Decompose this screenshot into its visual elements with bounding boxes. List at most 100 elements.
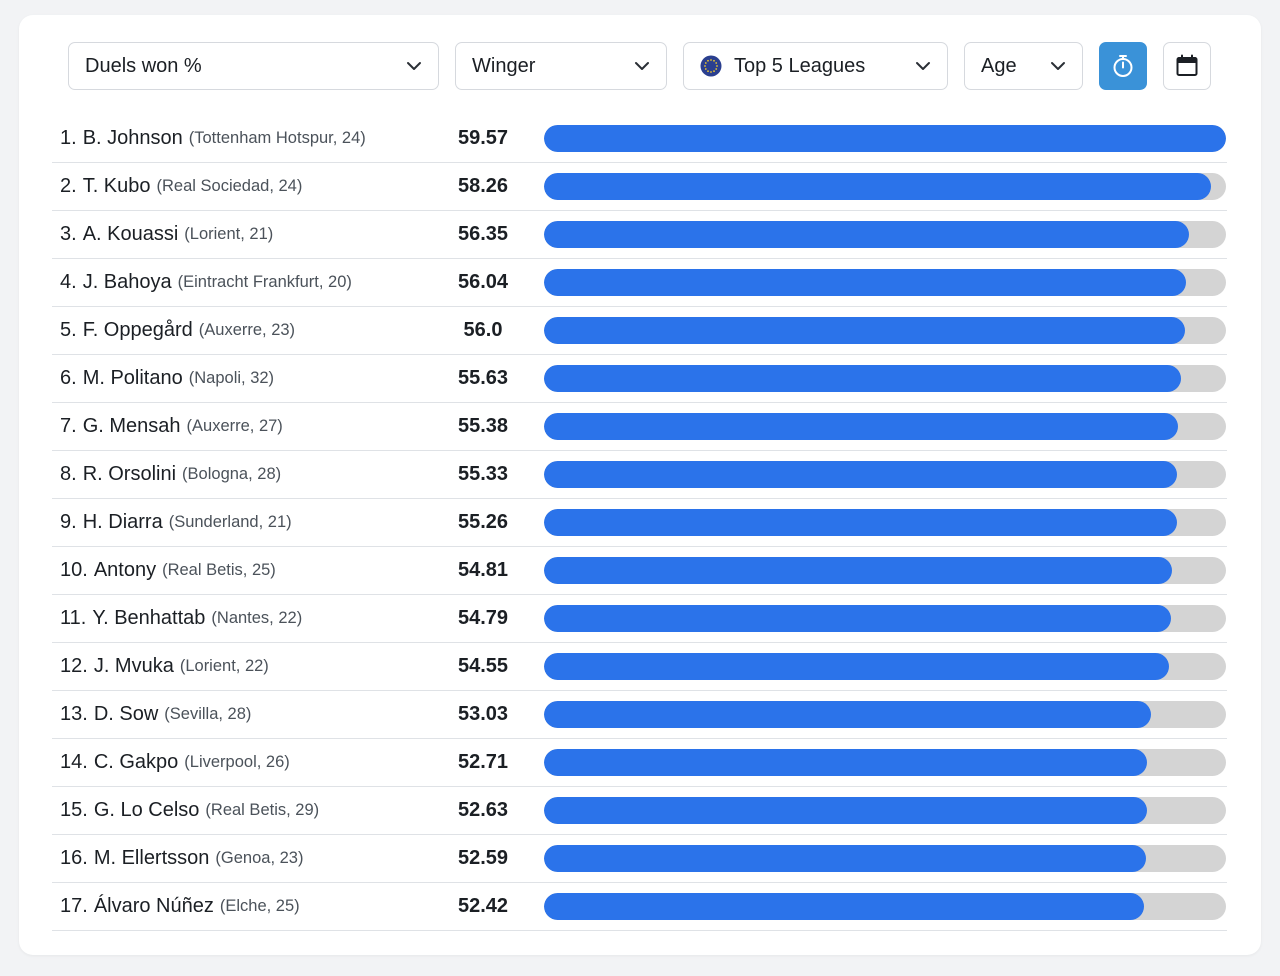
data-label: 54.81 <box>457 559 509 581</box>
player-club-age: (Napoli, 32) <box>188 369 275 387</box>
stopwatch-icon <box>1112 54 1134 78</box>
player-rank: 11. <box>60 607 87 629</box>
metric-dropdown-label: Duels won % <box>85 54 202 77</box>
bar-track <box>544 893 1226 920</box>
bar-track <box>544 557 1226 584</box>
player-rank: 9. <box>60 511 77 533</box>
player-club-age: (Elche, 25) <box>219 897 300 915</box>
player-rank: 16. <box>60 847 88 869</box>
player-label: 13. D. Sow (Sevilla, 28) <box>60 691 251 738</box>
player-rank: 7. <box>60 415 77 437</box>
bar <box>544 413 1179 440</box>
data-label: 54.55 <box>457 655 509 677</box>
player-club-age: (Eintracht Frankfurt, 20) <box>177 273 352 291</box>
table-row: 7. G. Mensah (Auxerre, 27) 55.38 <box>52 403 1227 451</box>
table-row: 12. J. Mvuka (Lorient, 22) 54.55 <box>52 643 1227 691</box>
bar-track <box>544 125 1226 152</box>
player-club-age: (Real Betis, 25) <box>162 561 276 579</box>
data-label: 52.63 <box>457 799 509 821</box>
player-club-age: (Lorient, 22) <box>179 657 269 675</box>
metric-dropdown[interactable]: Duels won % <box>68 42 439 90</box>
data-label: 52.59 <box>457 847 509 869</box>
player-club-age: (Tottenham Hotspur, 24) <box>188 129 366 147</box>
player-name: J. Bahoya <box>82 271 172 293</box>
chevron-down-icon <box>915 58 931 74</box>
player-rank: 15. <box>60 799 88 821</box>
player-name: T. Kubo <box>82 175 151 197</box>
bar <box>544 221 1190 248</box>
player-label: 6. M. Politano (Napoli, 32) <box>60 355 274 402</box>
player-name: D. Sow <box>93 703 159 725</box>
bar <box>544 797 1147 824</box>
player-club-age: (Real Sociedad, 24) <box>156 177 303 195</box>
player-label: 5. F. Oppegård (Auxerre, 23) <box>60 307 295 354</box>
player-name: A. Kouassi <box>82 223 179 245</box>
player-name: Álvaro Núñez <box>93 895 214 917</box>
table-row: 9. H. Diarra (Sunderland, 21) 55.26 <box>52 499 1227 547</box>
bar <box>544 173 1211 200</box>
bar-track <box>544 173 1226 200</box>
player-name: C. Gakpo <box>93 751 179 773</box>
table-row: 3. A. Kouassi (Lorient, 21) 56.35 <box>52 211 1227 259</box>
bar <box>544 125 1226 152</box>
position-dropdown[interactable]: Winger <box>455 42 667 90</box>
bar <box>544 509 1177 536</box>
data-label: 55.33 <box>457 463 509 485</box>
bar-track <box>544 653 1226 680</box>
bar-track <box>544 461 1226 488</box>
player-name: Y. Benhattab <box>92 607 206 629</box>
player-label: 7. G. Mensah (Auxerre, 27) <box>60 403 283 450</box>
player-club-age: (Liverpool, 26) <box>184 753 290 771</box>
player-name: F. Oppegård <box>82 319 193 341</box>
age-dropdown[interactable]: Age <box>964 42 1083 90</box>
bar <box>544 605 1172 632</box>
bar-track <box>544 269 1226 296</box>
chevron-down-icon <box>406 58 422 74</box>
table-row: 5. F. Oppegård (Auxerre, 23) 56.0 <box>52 307 1227 355</box>
data-label: 55.63 <box>457 367 509 389</box>
timer-button[interactable] <box>1099 42 1147 90</box>
bar-track <box>544 845 1226 872</box>
table-row: 11. Y. Benhattab (Nantes, 22) 54.79 <box>52 595 1227 643</box>
age-dropdown-label: Age <box>981 54 1017 77</box>
league-dropdown[interactable]: Top 5 Leagues <box>683 42 948 90</box>
table-row: 14. C. Gakpo (Liverpool, 26) 52.71 <box>52 739 1227 787</box>
player-rank: 12. <box>60 655 88 677</box>
player-label: 15. G. Lo Celso (Real Betis, 29) <box>60 787 319 834</box>
player-label: 8. R. Orsolini (Bologna, 28) <box>60 451 281 498</box>
bar <box>544 653 1169 680</box>
player-name: G. Lo Celso <box>93 799 200 821</box>
player-name: G. Mensah <box>82 415 181 437</box>
data-label: 56.0 <box>463 319 503 341</box>
player-label: 1. B. Johnson (Tottenham Hotspur, 24) <box>60 115 366 162</box>
table-row: 15. G. Lo Celso (Real Betis, 29) 52.63 <box>52 787 1227 835</box>
player-club-age: (Lorient, 21) <box>184 225 274 243</box>
table-row: 10. Antony (Real Betis, 25) 54.81 <box>52 547 1227 595</box>
player-club-age: (Auxerre, 27) <box>186 417 283 435</box>
player-rank: 17. <box>60 895 88 917</box>
player-club-age: (Auxerre, 23) <box>198 321 296 339</box>
player-name: H. Diarra <box>82 511 163 533</box>
bar <box>544 365 1181 392</box>
bar-track <box>544 413 1226 440</box>
player-rank: 1. <box>60 127 77 149</box>
player-label: 17. Álvaro Núñez (Elche, 25) <box>60 883 300 930</box>
chevron-down-icon <box>634 58 650 74</box>
player-club-age: (Genoa, 23) <box>215 849 304 867</box>
data-label: 52.71 <box>457 751 509 773</box>
player-rank: 8. <box>60 463 77 485</box>
chevron-down-icon <box>1050 58 1066 74</box>
bar-track <box>544 749 1226 776</box>
table-row: 13. D. Sow (Sevilla, 28) 53.03 <box>52 691 1227 739</box>
bar-track <box>544 221 1226 248</box>
calendar-button[interactable] <box>1163 42 1211 90</box>
player-club-age: (Real Betis, 29) <box>205 801 320 819</box>
player-rank: 3. <box>60 223 77 245</box>
leaderboard-card: Duels won % Winger <box>19 15 1261 955</box>
player-rank: 2. <box>60 175 77 197</box>
player-name: R. Orsolini <box>82 463 177 485</box>
player-label: 16. M. Ellertsson (Genoa, 23) <box>60 835 303 882</box>
player-rank: 4. <box>60 271 77 293</box>
bar <box>544 317 1186 344</box>
eu-flag-icon <box>700 55 722 77</box>
